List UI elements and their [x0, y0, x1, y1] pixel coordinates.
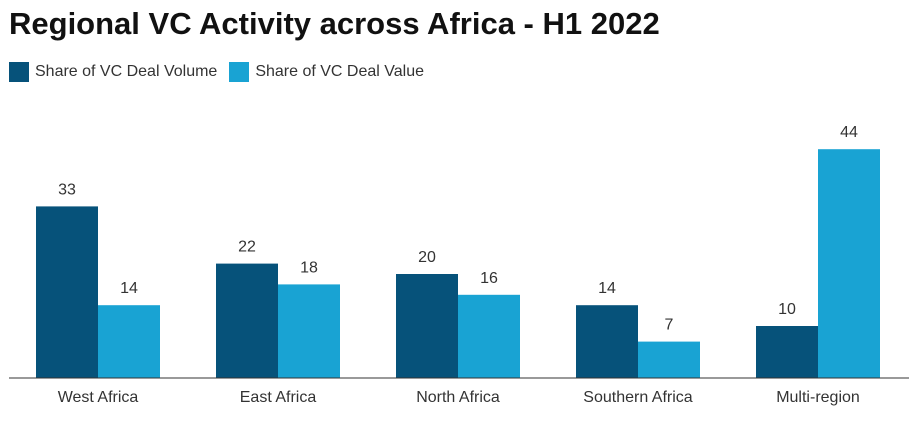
bar-value-2: [458, 294, 520, 378]
legend-item-value: Share of VC Deal Value: [229, 62, 424, 82]
legend-swatch-volume: [9, 62, 29, 82]
data-label-volume-4: 10: [778, 301, 796, 318]
data-label-value-1: 18: [300, 259, 318, 276]
bar-volume-1: [216, 263, 278, 378]
category-label-2: North Africa: [416, 389, 500, 406]
category-label-0: West Africa: [58, 389, 139, 406]
legend-label-volume: Share of VC Deal Volume: [35, 63, 218, 80]
data-label-volume-0: 33: [58, 181, 76, 198]
bar-volume-3: [576, 305, 638, 378]
category-label-4: Multi-region: [776, 389, 860, 406]
legend-item-volume: Share of VC Deal Volume: [9, 62, 217, 82]
category-label-3: Southern Africa: [583, 389, 693, 406]
data-label-value-4: 44: [840, 124, 858, 141]
data-label-value-3: 7: [665, 317, 674, 334]
data-label-volume-1: 22: [238, 239, 256, 256]
bar-value-3: [638, 341, 700, 378]
bar-volume-0: [36, 206, 98, 378]
data-label-value-2: 16: [480, 270, 498, 287]
legend-label-value: Share of VC Deal Value: [255, 63, 425, 80]
bar-value-1: [278, 284, 340, 378]
category-label-1: East Africa: [240, 389, 317, 406]
bar-volume-4: [756, 326, 818, 378]
bar-value-4: [818, 149, 880, 378]
bar-value-0: [98, 305, 160, 378]
data-label-volume-2: 20: [418, 249, 436, 266]
data-label-volume-3: 14: [598, 280, 616, 297]
legend-swatch-value: [229, 62, 250, 82]
legend: Share of VC Deal Volume Share of VC Deal…: [9, 62, 436, 82]
data-label-value-0: 14: [120, 280, 138, 297]
bar-volume-2: [396, 274, 458, 378]
chart-title: Regional VC Activity across Africa - H1 …: [9, 6, 660, 41]
